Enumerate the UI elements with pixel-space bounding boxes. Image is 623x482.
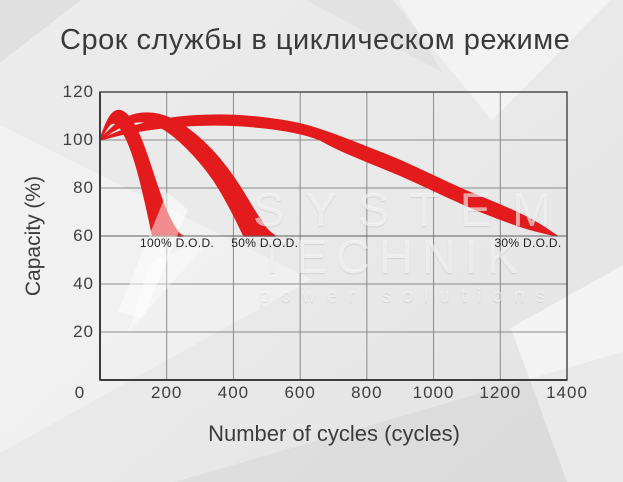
chart-title: Срок службы в циклическом режиме xyxy=(60,24,571,56)
dod-band xyxy=(100,114,558,237)
x-axis-title: Number of cycles (cycles) xyxy=(208,421,460,446)
